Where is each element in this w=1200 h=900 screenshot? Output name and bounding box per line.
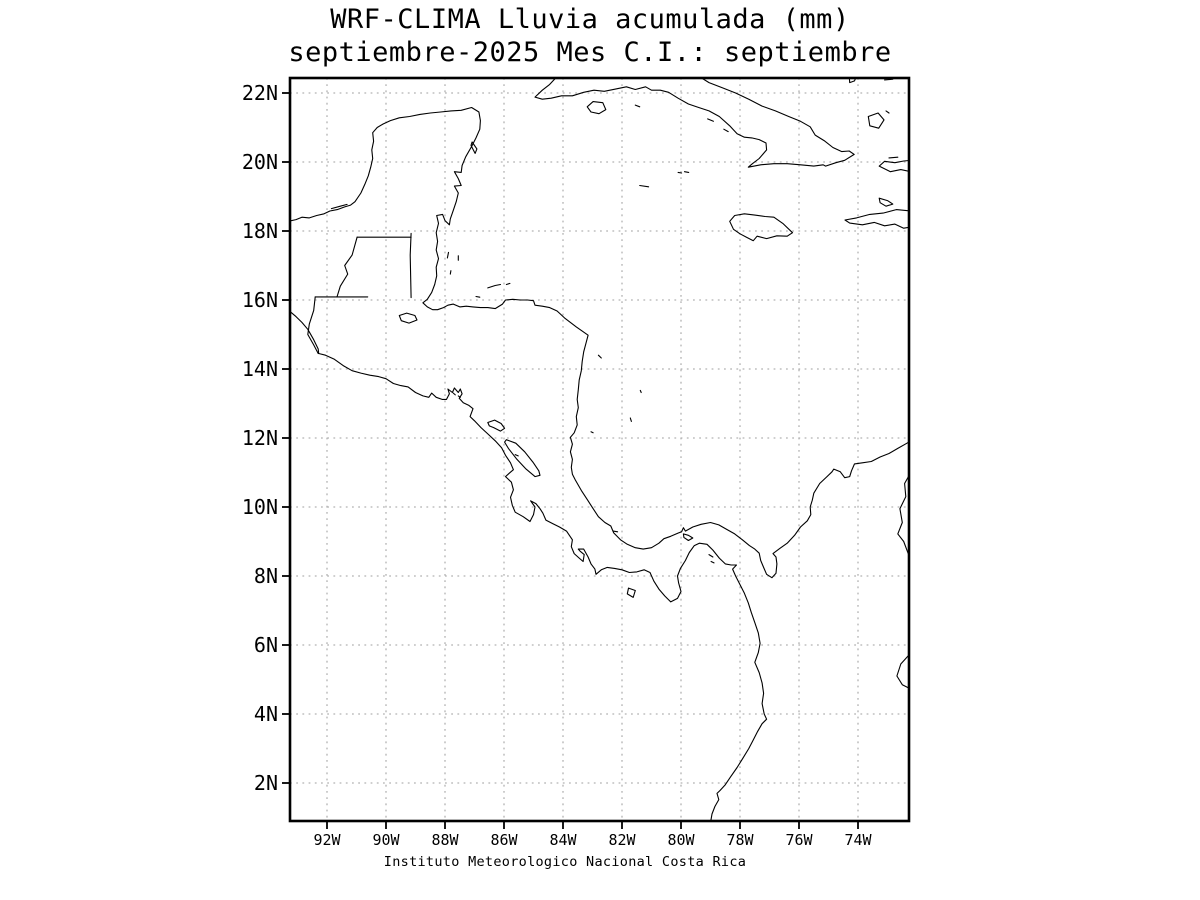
y-tick-label-10N: 10N <box>242 495 278 519</box>
x-tick-label-74W: 74W <box>844 831 872 849</box>
island-glover-reef <box>449 270 452 275</box>
y-tick-label-18N: 18N <box>242 219 278 243</box>
island-roatan <box>487 283 502 289</box>
y-tick-label-20N: 20N <box>242 150 278 174</box>
island-little-inagua <box>885 110 890 114</box>
island-turneffe <box>446 251 450 259</box>
island-corn <box>590 431 594 434</box>
plot-title-line1: WRF-CLIMA Lluvia acumulada (mm) <box>330 4 850 35</box>
x-tick-label-80W: 80W <box>667 831 695 849</box>
coast-haiti-tiburon-peninsula <box>844 209 909 229</box>
island-providencia <box>639 389 642 394</box>
island-coiba <box>626 587 636 598</box>
y-axis-labels: 22N 20N 18N 16N 14N 12N 10N 8N 6N 4N 2N <box>242 81 278 795</box>
river-llanos-southeast <box>896 654 909 689</box>
island-bocas-del-toro <box>612 530 619 533</box>
y-tick-label-6N: 6N <box>254 633 278 657</box>
y-tick-label-2N: 2N <box>254 771 278 795</box>
y-tick-label-8N: 8N <box>254 564 278 588</box>
island-cuba-south-cays-2 <box>723 128 729 133</box>
island-pearl-2 <box>710 560 715 564</box>
island-cayman-brac <box>683 171 690 173</box>
coast-pacific-mainland <box>290 310 768 821</box>
y-tick-label-14N: 14N <box>242 357 278 381</box>
grid-lines <box>290 78 909 821</box>
island-cozumel <box>470 141 478 154</box>
island-guanaja <box>505 282 511 286</box>
border-guatemala-belize <box>409 232 412 299</box>
footer-attribution: Instituto Meteorologico Nacional Costa R… <box>383 854 747 870</box>
island-san-andres <box>629 417 632 422</box>
island-mayaguana <box>884 78 894 81</box>
lake-nicaragua <box>504 439 541 478</box>
island-jamaica <box>729 213 794 242</box>
island-little-cayman <box>677 171 683 174</box>
island-tortuga <box>888 156 899 159</box>
map-frame <box>288 76 911 823</box>
island-great-inagua <box>867 112 885 129</box>
island-cuba-south-cays-1 <box>707 118 714 122</box>
island-ometepe <box>514 454 519 457</box>
island-miskito-cays <box>597 354 602 359</box>
lake-izabal <box>398 312 418 324</box>
y-tick-label-12N: 12N <box>242 426 278 450</box>
x-tick-label-86W: 86W <box>490 831 518 849</box>
island-pearl-1 <box>708 554 714 558</box>
y-tick-label-22N: 22N <box>242 81 278 105</box>
x-tick-label-78W: 78W <box>726 831 754 849</box>
x-axis-labels: 92W 90W 88W 86W 84W 82W 80W 78W 76W 74W <box>313 831 872 849</box>
axis-ticks <box>282 92 859 829</box>
x-tick-label-90W: 90W <box>372 831 400 849</box>
coast-gulf-caribbean-mainland <box>290 106 909 579</box>
island-isla-juventud <box>586 101 607 115</box>
island-gonave <box>878 197 894 207</box>
coast-cuba <box>534 78 855 168</box>
border-usumacinta-river <box>336 236 358 298</box>
island-cayo-largo <box>634 104 641 108</box>
coast-haiti-northwest-peninsula <box>878 159 909 173</box>
x-tick-label-76W: 76W <box>785 831 813 849</box>
island-grand-cayman <box>639 184 650 188</box>
x-tick-label-84W: 84W <box>549 831 577 849</box>
map-geography <box>290 78 909 821</box>
shore-lake-maracaibo-west <box>897 474 909 557</box>
y-tick-label-16N: 16N <box>242 288 278 312</box>
island-carmen-barrier <box>330 203 348 210</box>
border-guatemala-mexico-suchiate <box>307 296 319 355</box>
lake-gatun <box>682 533 694 542</box>
x-tick-label-92W: 92W <box>313 831 341 849</box>
x-tick-label-88W: 88W <box>431 831 459 849</box>
y-tick-label-4N: 4N <box>254 702 278 726</box>
x-tick-label-82W: 82W <box>608 831 636 849</box>
island-fonseca-2 <box>457 395 461 398</box>
lake-managua <box>487 419 506 432</box>
island-utila <box>475 295 481 298</box>
plot-title-line2: septiembre-2025 Mes C.I.: septiembre <box>288 37 892 68</box>
island-fonseca-1 <box>452 392 456 396</box>
